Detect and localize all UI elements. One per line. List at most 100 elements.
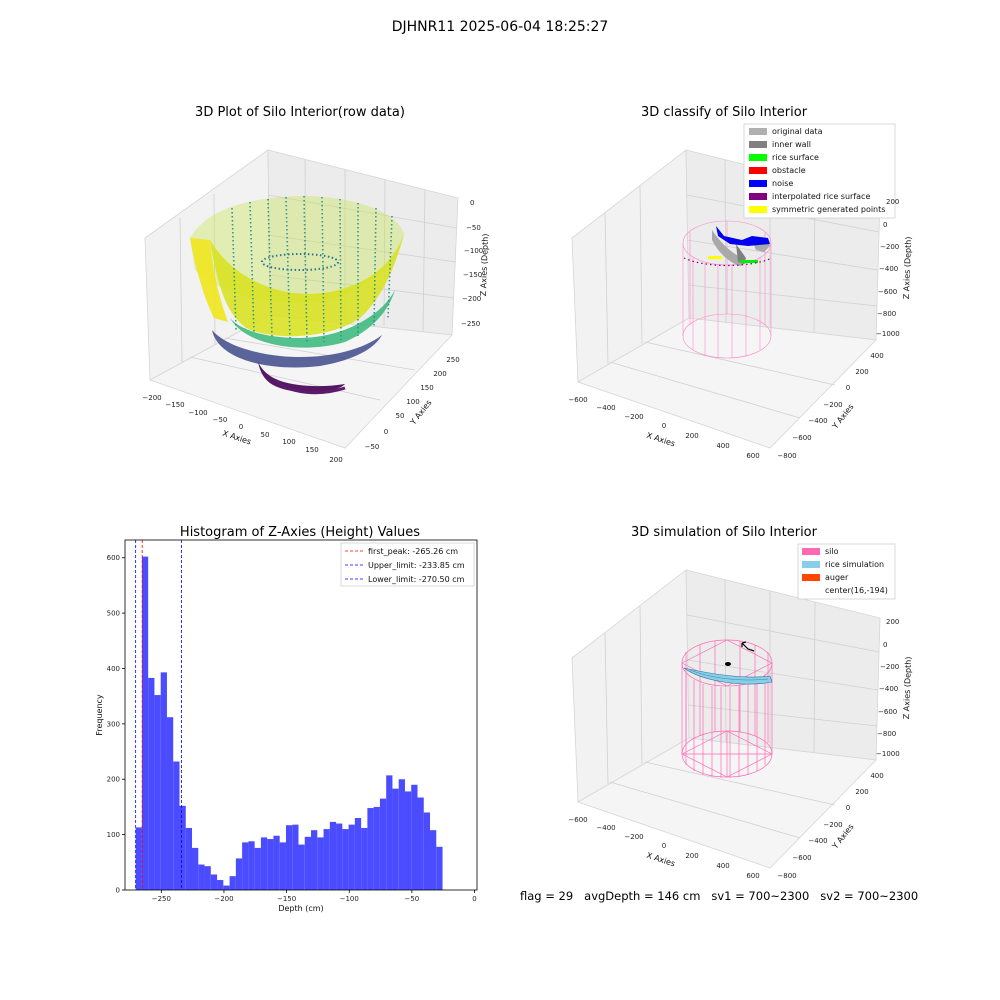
histogram-ytick-label: 600 — [107, 554, 120, 562]
raw-point-cloud — [190, 195, 404, 395]
simulation-ztick: −400 — [879, 685, 898, 693]
histogram-bar — [373, 806, 380, 890]
histogram-bar — [166, 717, 174, 890]
histogram-xtick-label: −50 — [404, 895, 419, 903]
raw-ytick: 150 — [420, 384, 433, 392]
histogram-bar — [141, 556, 149, 890]
simulation-ytick: 200 — [855, 788, 868, 796]
histogram-bar — [329, 821, 337, 890]
raw-xtick: 0 — [239, 423, 243, 431]
legend-label-rice-simulation: rice simulation — [825, 560, 884, 569]
simulation-ytick: −600 — [792, 854, 811, 862]
histogram-ytick-label: 300 — [107, 720, 120, 728]
classify-ztick: −400 — [879, 265, 898, 273]
histogram-bar — [436, 846, 443, 890]
legend-label-noise: noise — [772, 179, 793, 188]
raw-ytick: −50 — [365, 443, 380, 451]
legend-swatch-rice-surface — [749, 154, 767, 161]
simulation-ytick: −400 — [808, 837, 827, 845]
raw-panel-title: 3D Plot of Silo Interior(row data) — [195, 105, 405, 120]
legend-label-interpolated: interpolated rice surface — [772, 192, 870, 201]
classify-ytick: 200 — [855, 368, 868, 376]
status-avg-depth: avgDepth = 146 cm — [584, 889, 701, 903]
raw-xtick: 150 — [305, 446, 318, 454]
histogram-bar — [404, 791, 412, 890]
classify-xtick: 0 — [662, 422, 666, 430]
classify-3d-panel: 3D classify of Silo Interior — [568, 105, 913, 460]
classify-ytick: −600 — [792, 434, 811, 442]
histogram-bar — [204, 866, 211, 890]
histogram-bar — [411, 784, 418, 890]
histogram-bar — [430, 830, 437, 890]
histogram-bar — [367, 808, 374, 890]
raw-ztick: −200 — [462, 295, 481, 303]
histogram-bar — [379, 798, 387, 890]
simulation-ztick: −200 — [880, 663, 899, 671]
histogram-y-ticks: 0 100 200 300 400 500 600 — [107, 554, 125, 895]
histogram-bar — [417, 797, 424, 890]
raw-ytick: 50 — [396, 412, 405, 420]
histogram-xtick-label: −250 — [152, 895, 171, 903]
classify-xtick: 600 — [746, 452, 759, 460]
raw-ztick: −50 — [466, 224, 481, 232]
histogram-bar — [217, 880, 224, 890]
classify-ytick: 0 — [846, 384, 850, 392]
classify-ztick: 200 — [886, 198, 899, 206]
legend-label-original-data: original data — [772, 127, 823, 136]
classify-xtick: 400 — [716, 442, 729, 450]
legend-label-rice-surface: rice surface — [772, 153, 819, 162]
raw-xtick: −100 — [188, 409, 207, 417]
raw-xtick: 100 — [282, 438, 295, 446]
histogram-bar — [192, 847, 199, 890]
histogram-bar — [229, 876, 236, 890]
raw-xtick: 200 — [329, 456, 342, 464]
simulation-center-marker — [725, 662, 731, 666]
raw-xtick: 50 — [261, 431, 270, 439]
histogram-bar — [173, 761, 180, 890]
classify-silo-wireframe — [682, 220, 772, 359]
legend-swatch-inner-wall — [749, 141, 767, 148]
histogram-bar — [223, 885, 230, 890]
histogram-bar — [135, 827, 142, 890]
simulation-xtick: −600 — [568, 816, 587, 824]
histogram-bar — [185, 827, 193, 890]
simulation-ytick: 0 — [846, 804, 850, 812]
histogram-axes-frame — [124, 539, 478, 891]
simulation-ytick: −800 — [777, 872, 796, 880]
simulation-ztick: −1000 — [876, 750, 900, 758]
raw-x-ticks: −200 −150 −100 −50 0 50 100 150 200 — [142, 394, 342, 464]
status-flag: flag = 29 — [520, 889, 574, 903]
classify-panel-title: 3D classify of Silo Interior — [641, 105, 808, 120]
raw-ytick: 250 — [446, 356, 459, 364]
histogram-xtick-label: −150 — [277, 895, 296, 903]
histogram-bar — [386, 775, 393, 890]
simulation-panel-title: 3D simulation of Silo Interior — [631, 525, 818, 540]
classify-xtick: −600 — [568, 396, 587, 404]
legend-swatch-original-data — [749, 128, 767, 135]
status-sv1: sv1 = 700~2300 — [711, 889, 810, 903]
classify-xtick: −200 — [624, 413, 643, 421]
histogram-bar — [179, 805, 186, 890]
legend-swatch-interpolated — [749, 193, 767, 200]
simulation-xtick: −200 — [624, 833, 643, 841]
histogram-title: Histogram of Z-Axies (Height) Values — [180, 525, 420, 540]
classify-x-ticks: −600 −400 −200 0 200 400 600 — [568, 396, 759, 460]
legend-swatch-symmetric — [749, 206, 767, 213]
histogram-bar — [354, 818, 362, 890]
histogram-bar — [423, 812, 431, 890]
classify-xtick: −400 — [596, 404, 615, 412]
simulation-legend: silo rice simulation auger center(16,-19… — [797, 543, 896, 600]
classify-point-cloud — [683, 226, 773, 267]
histogram-bar — [304, 836, 312, 890]
histogram-bar — [317, 837, 324, 890]
legend-label-first-peak: first_peak: -265.26 cm — [368, 547, 458, 556]
legend-label-lower-limit: Lower_limit: -270.50 cm — [368, 575, 465, 584]
histogram-xlabel: Depth (cm) — [278, 904, 323, 913]
histogram-bar — [342, 829, 349, 890]
histogram-ytick-label: 500 — [107, 610, 120, 618]
simulation-auger-icon — [741, 641, 755, 652]
histogram-bar — [361, 827, 368, 890]
classify-ztick: 0 — [883, 221, 887, 229]
histogram-bar — [298, 844, 305, 890]
